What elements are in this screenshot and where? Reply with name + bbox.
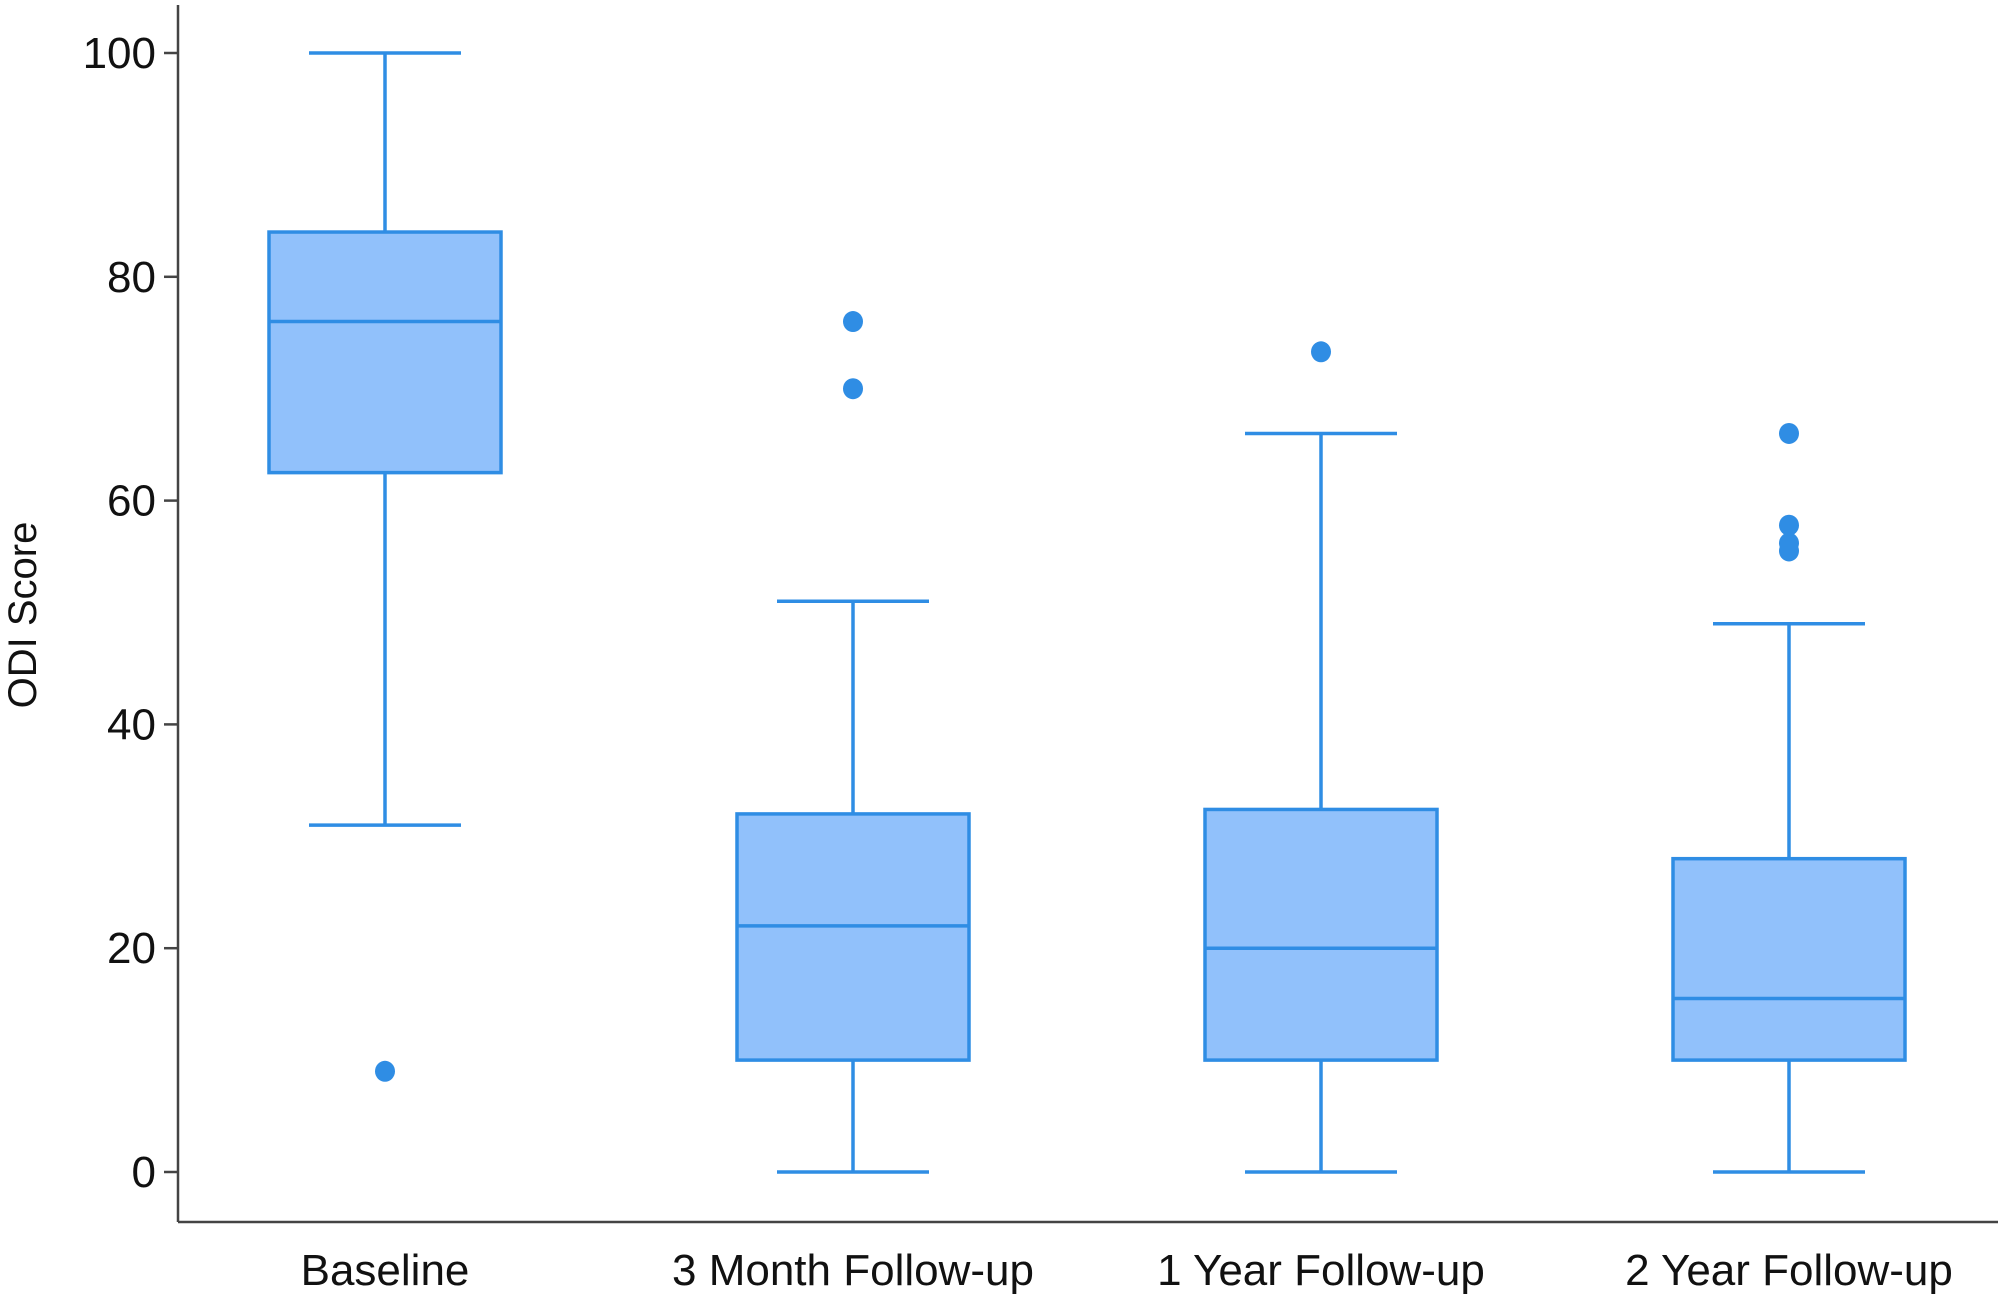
y-tick-label: 100 (83, 29, 156, 78)
y-tick-label: 80 (107, 253, 156, 302)
outlier-point (1779, 514, 1799, 536)
y-tick-label: 40 (107, 700, 156, 749)
iqr-box (1203, 807, 1439, 1062)
iqr-box (267, 230, 503, 475)
x-axis-categories: Baseline 3 Month Follow-up 1 Year Follow-u… (301, 1246, 1953, 1295)
y-axis-ticks: 0 20 40 60 80 100 (83, 29, 178, 1197)
outlier-point (1779, 532, 1799, 554)
y-tick-label: 0 (132, 1148, 156, 1197)
box-group (1671, 422, 1907, 1174)
y-tick-label: 60 (107, 477, 156, 526)
iqr-box (1671, 856, 1907, 1062)
x-category-label: 2 Year Follow-up (1625, 1246, 1953, 1295)
x-category-label: 3 Month Follow-up (672, 1246, 1034, 1295)
x-category-label: Baseline (301, 1246, 470, 1295)
y-axis-label: ODI Score (1, 522, 45, 709)
box-plot-series (267, 51, 1907, 1174)
outlier-point (843, 378, 863, 400)
box-group (735, 311, 971, 1174)
outlier-point (1779, 422, 1799, 444)
outlier-point (843, 311, 863, 333)
box-group (267, 51, 503, 1082)
outlier-point (375, 1060, 395, 1082)
y-tick-label: 20 (107, 924, 156, 973)
iqr-box (735, 812, 971, 1062)
x-category-label: 1 Year Follow-up (1157, 1246, 1485, 1295)
outlier-point (1311, 341, 1331, 363)
box-group (1203, 341, 1439, 1174)
